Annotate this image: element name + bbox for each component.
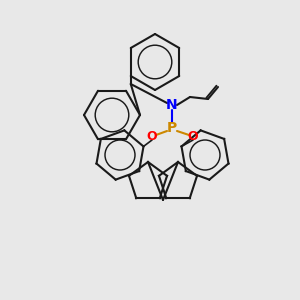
Text: O: O: [188, 130, 198, 143]
Text: P: P: [167, 121, 177, 135]
Text: O: O: [147, 130, 157, 143]
Text: N: N: [166, 98, 178, 112]
